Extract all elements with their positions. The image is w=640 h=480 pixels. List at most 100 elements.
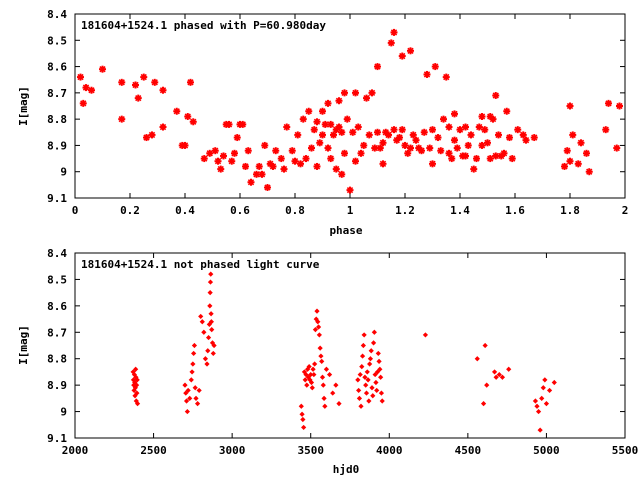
phased-data-point	[583, 149, 590, 157]
phased-data-point	[481, 126, 489, 134]
phased-data-point	[187, 78, 194, 86]
unphased-x-axis-title: hjd0	[333, 463, 360, 476]
unphased-y-tick-label: 9.1	[47, 432, 67, 445]
phased-data-point	[258, 170, 266, 178]
unphased-data-point	[320, 382, 326, 388]
phased-data-point	[189, 118, 197, 126]
phased-data-point	[566, 102, 574, 110]
phased-data-point	[242, 162, 249, 170]
phased-data-point	[82, 84, 90, 92]
unphased-data-point	[198, 313, 204, 320]
unphased-data-point	[370, 393, 376, 399]
phased-data-point	[77, 73, 84, 81]
phased-data-point	[365, 131, 373, 139]
phased-data-point	[299, 115, 307, 123]
unphased-data-point	[189, 369, 195, 375]
phased-data-point	[478, 113, 486, 121]
unphased-data-point	[372, 371, 378, 378]
phased-data-point	[305, 107, 313, 115]
unphased-x-tick-label: 3500	[297, 444, 324, 457]
unphased-data-point	[133, 366, 139, 372]
phased-data-point	[228, 157, 236, 165]
phased-data-point	[338, 170, 346, 178]
phased-data-point	[495, 131, 502, 139]
unphased-data-point	[333, 382, 339, 388]
unphased-data-point	[304, 382, 310, 388]
phased-data-point	[159, 86, 167, 94]
unphased-data-point	[535, 408, 542, 415]
phased-data-point	[401, 141, 409, 149]
unphased-x-tick-label: 2000	[62, 444, 89, 457]
phased-data-point	[280, 165, 288, 173]
unphased-data-point	[480, 401, 487, 407]
unphased-data-point	[362, 374, 368, 380]
phased-x-tick-label: 0.8	[285, 204, 305, 217]
phased-data-point	[473, 155, 480, 163]
unphased-x-tick-label: 3000	[219, 444, 246, 457]
unphased-data-point	[196, 387, 202, 394]
unphased-data-point	[422, 332, 429, 338]
phased-data-point	[398, 126, 406, 134]
phased-data-point	[181, 141, 189, 149]
phased-data-point	[486, 155, 494, 163]
phased-y-tick-label: 8.6	[47, 61, 67, 74]
unphased-data-point	[323, 366, 330, 372]
phased-data-point	[244, 147, 252, 155]
phased-data-point	[233, 134, 241, 142]
phased-data-point	[327, 120, 335, 128]
unphased-data-point	[378, 374, 384, 380]
unphased-data-point	[134, 377, 140, 383]
phased-data-point	[561, 162, 568, 170]
unphased-data-point	[185, 387, 191, 394]
phased-x-tick-label: 1.6	[505, 204, 525, 217]
phased-data-point	[585, 168, 593, 176]
phased-data-point	[407, 47, 414, 55]
phased-data-point	[118, 78, 126, 86]
phased-data-point	[313, 118, 321, 126]
unphased-y-tick-label: 8.7	[47, 326, 67, 339]
unphased-data-point	[300, 416, 306, 423]
unphased-data-point	[312, 327, 319, 333]
unphased-data-point	[326, 371, 333, 378]
phased-data-point	[151, 78, 159, 86]
phased-data-point	[577, 139, 585, 147]
unphased-y-tick-label: 8.9	[47, 379, 67, 392]
unphased-data-point	[551, 379, 557, 386]
unphased-data-point	[373, 379, 379, 386]
phased-data-point	[500, 149, 508, 157]
unphased-y-tick-label: 8.8	[47, 353, 67, 366]
phased-data-point	[451, 110, 458, 118]
unphased-data-point	[208, 271, 214, 277]
unphased-data-point	[210, 350, 216, 357]
phased-x-tick-label: 0.2	[120, 204, 140, 217]
unphased-y-tick-label: 8.6	[47, 300, 67, 313]
unphased-data-point	[360, 342, 366, 349]
phased-data-point	[225, 120, 233, 128]
unphased-data-point	[363, 382, 369, 388]
phased-data-point	[563, 147, 571, 155]
unphased-data-point	[321, 395, 327, 401]
phased-x-axis: 0 0.2 0.4 0.6 0.8 1 1.2 1.4 1.6 1.8 2	[72, 14, 628, 217]
phased-data-point	[409, 131, 417, 139]
phased-y-tick-label: 9	[60, 166, 67, 179]
phased-data-point	[357, 149, 365, 157]
unphased-data-point	[182, 382, 188, 388]
phased-data-point	[200, 155, 208, 163]
phased-data-point	[379, 139, 387, 147]
unphased-data-point	[330, 390, 336, 396]
phased-x-tick-label: 0	[72, 204, 79, 217]
phased-data-point	[324, 144, 332, 152]
unphased-data-point	[542, 377, 548, 383]
phased-data-point	[396, 134, 403, 142]
unphased-data-point	[534, 403, 540, 409]
phased-data-point	[390, 126, 398, 134]
unphased-data-point	[208, 319, 214, 325]
phased-x-tick-label: 0.6	[230, 204, 250, 217]
phased-data-point	[437, 147, 445, 155]
phased-data-point	[255, 162, 263, 170]
phased-data-point	[451, 136, 458, 144]
phased-data-point	[445, 149, 453, 157]
